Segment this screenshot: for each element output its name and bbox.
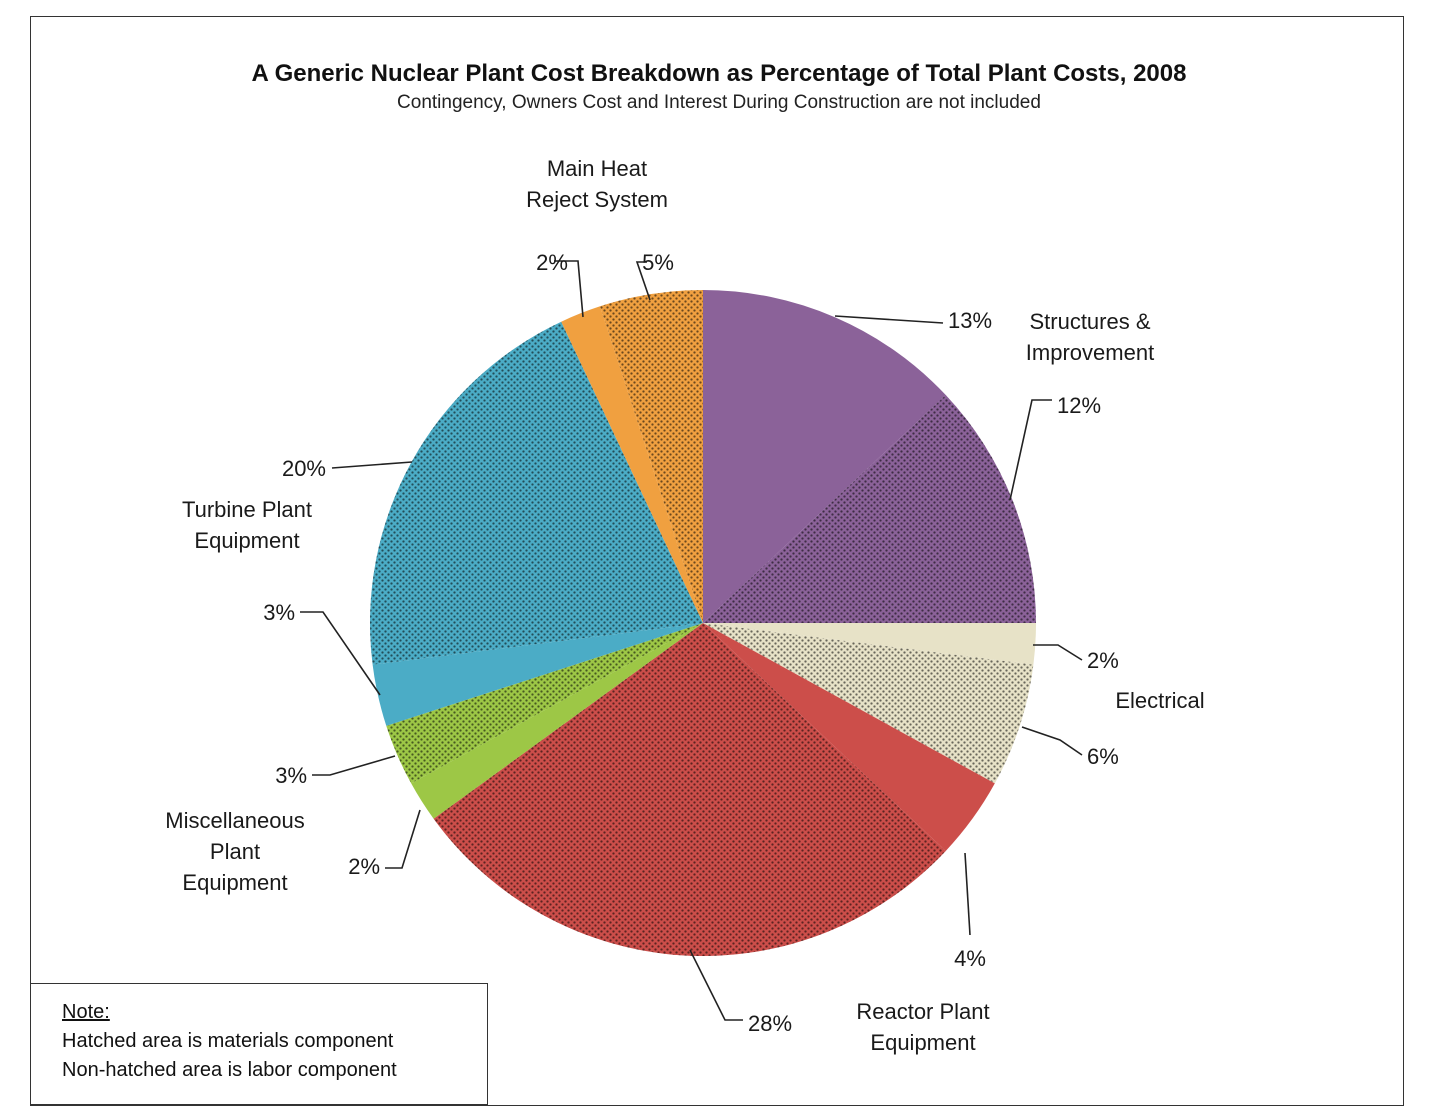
category-label-line: Miscellaneous — [165, 808, 304, 833]
slice-pct-label-2: 2% — [1087, 648, 1119, 673]
pie-slice-hatch-5 — [433, 623, 946, 956]
category-label-1: Electrical — [1115, 688, 1204, 713]
pie-slice-2 — [703, 623, 1036, 665]
category-label-line: Improvement — [1026, 340, 1154, 365]
category-label-5: Main Heat Reject System — [526, 156, 668, 212]
category-label-0: Structures & Improvement — [1026, 309, 1154, 365]
leader-lines — [300, 260, 1083, 1021]
pie-slice-10 — [561, 306, 703, 623]
slice-pct-label-10: 2% — [536, 250, 568, 275]
slice-pct-label-3: 6% — [1087, 744, 1119, 769]
pie-slice-hatch-7 — [386, 623, 703, 784]
category-label-line: Equipment — [870, 1030, 975, 1055]
leader-line-3 — [1021, 726, 1083, 756]
slice-pct-label-5: 28% — [748, 1011, 792, 1036]
slice-pct-label-4: 4% — [954, 946, 986, 971]
pie-slice-8 — [372, 623, 703, 726]
chart-title: A Generic Nuclear Plant Cost Breakdown a… — [252, 60, 1187, 87]
leader-line-5 — [689, 949, 743, 1021]
pie-slice-hatch-3 — [703, 623, 1034, 784]
category-label-line: Plant — [210, 839, 260, 864]
category-label-line: Equipment — [182, 870, 287, 895]
pie-slice-hatch-11 — [600, 290, 703, 623]
note-box: Note: Hatched area is materials componen… — [30, 983, 488, 1105]
leader-line-7 — [312, 755, 396, 776]
category-label-3: Miscellaneous Plant Equipment — [165, 808, 304, 895]
note-line-non-hatched: Non-hatched area is labor component — [62, 1059, 397, 1081]
chart-frame — [30, 16, 1404, 1106]
slice-pct-label-0: 13% — [948, 308, 992, 333]
leader-line-9 — [331, 461, 413, 469]
leader-line-1 — [1009, 399, 1052, 501]
leader-line-0 — [834, 315, 944, 324]
leader-line-2 — [1033, 644, 1083, 661]
leader-line-6 — [385, 809, 421, 869]
pie-slice-hatch-9 — [370, 321, 703, 665]
percentage-labels: 13% 12% 2% 6% 4% 28% 2% 3% 3% 20% 2% 5% — [263, 250, 1119, 1036]
leader-line-8 — [300, 611, 381, 696]
category-labels: Structures & Improvement Electrical Reactor… — [165, 156, 1204, 1055]
slice-pct-label-7: 3% — [275, 763, 307, 788]
category-label-line: Equipment — [194, 528, 299, 553]
slice-pct-label-11: 5% — [642, 250, 674, 275]
category-label-2: Reactor Plant Equipment — [856, 999, 989, 1055]
slice-pct-label-6: 2% — [348, 854, 380, 879]
pie-slice-4 — [703, 623, 995, 851]
chart-subtitle: Contingency, Owners Cost and Interest Du… — [397, 92, 1041, 113]
pie-slice-hatch-1 — [703, 395, 1036, 623]
category-label-line: Reactor Plant — [856, 999, 989, 1024]
slice-pct-label-9: 20% — [282, 456, 326, 481]
leader-line-4 — [964, 852, 971, 936]
category-label-line: Electrical — [1115, 688, 1204, 713]
pie-slice-6 — [411, 623, 703, 819]
slice-pct-label-1: 12% — [1057, 393, 1101, 418]
slice-pct-label-8: 3% — [263, 600, 295, 625]
pie-slices — [370, 290, 1036, 956]
leader-line-11 — [635, 261, 651, 301]
category-label-4: Turbine Plant Equipment — [182, 497, 312, 553]
note-heading: Note: — [62, 1001, 110, 1023]
note-line-hatched: Hatched area is materials component — [62, 1030, 394, 1052]
category-label-line: Structures & — [1029, 309, 1150, 334]
leader-line-10 — [554, 260, 584, 318]
category-label-line: Reject System — [526, 187, 668, 212]
category-label-line: Turbine Plant — [182, 497, 312, 522]
category-label-line: Main Heat — [547, 156, 647, 181]
pie-slice-0 — [703, 290, 946, 623]
